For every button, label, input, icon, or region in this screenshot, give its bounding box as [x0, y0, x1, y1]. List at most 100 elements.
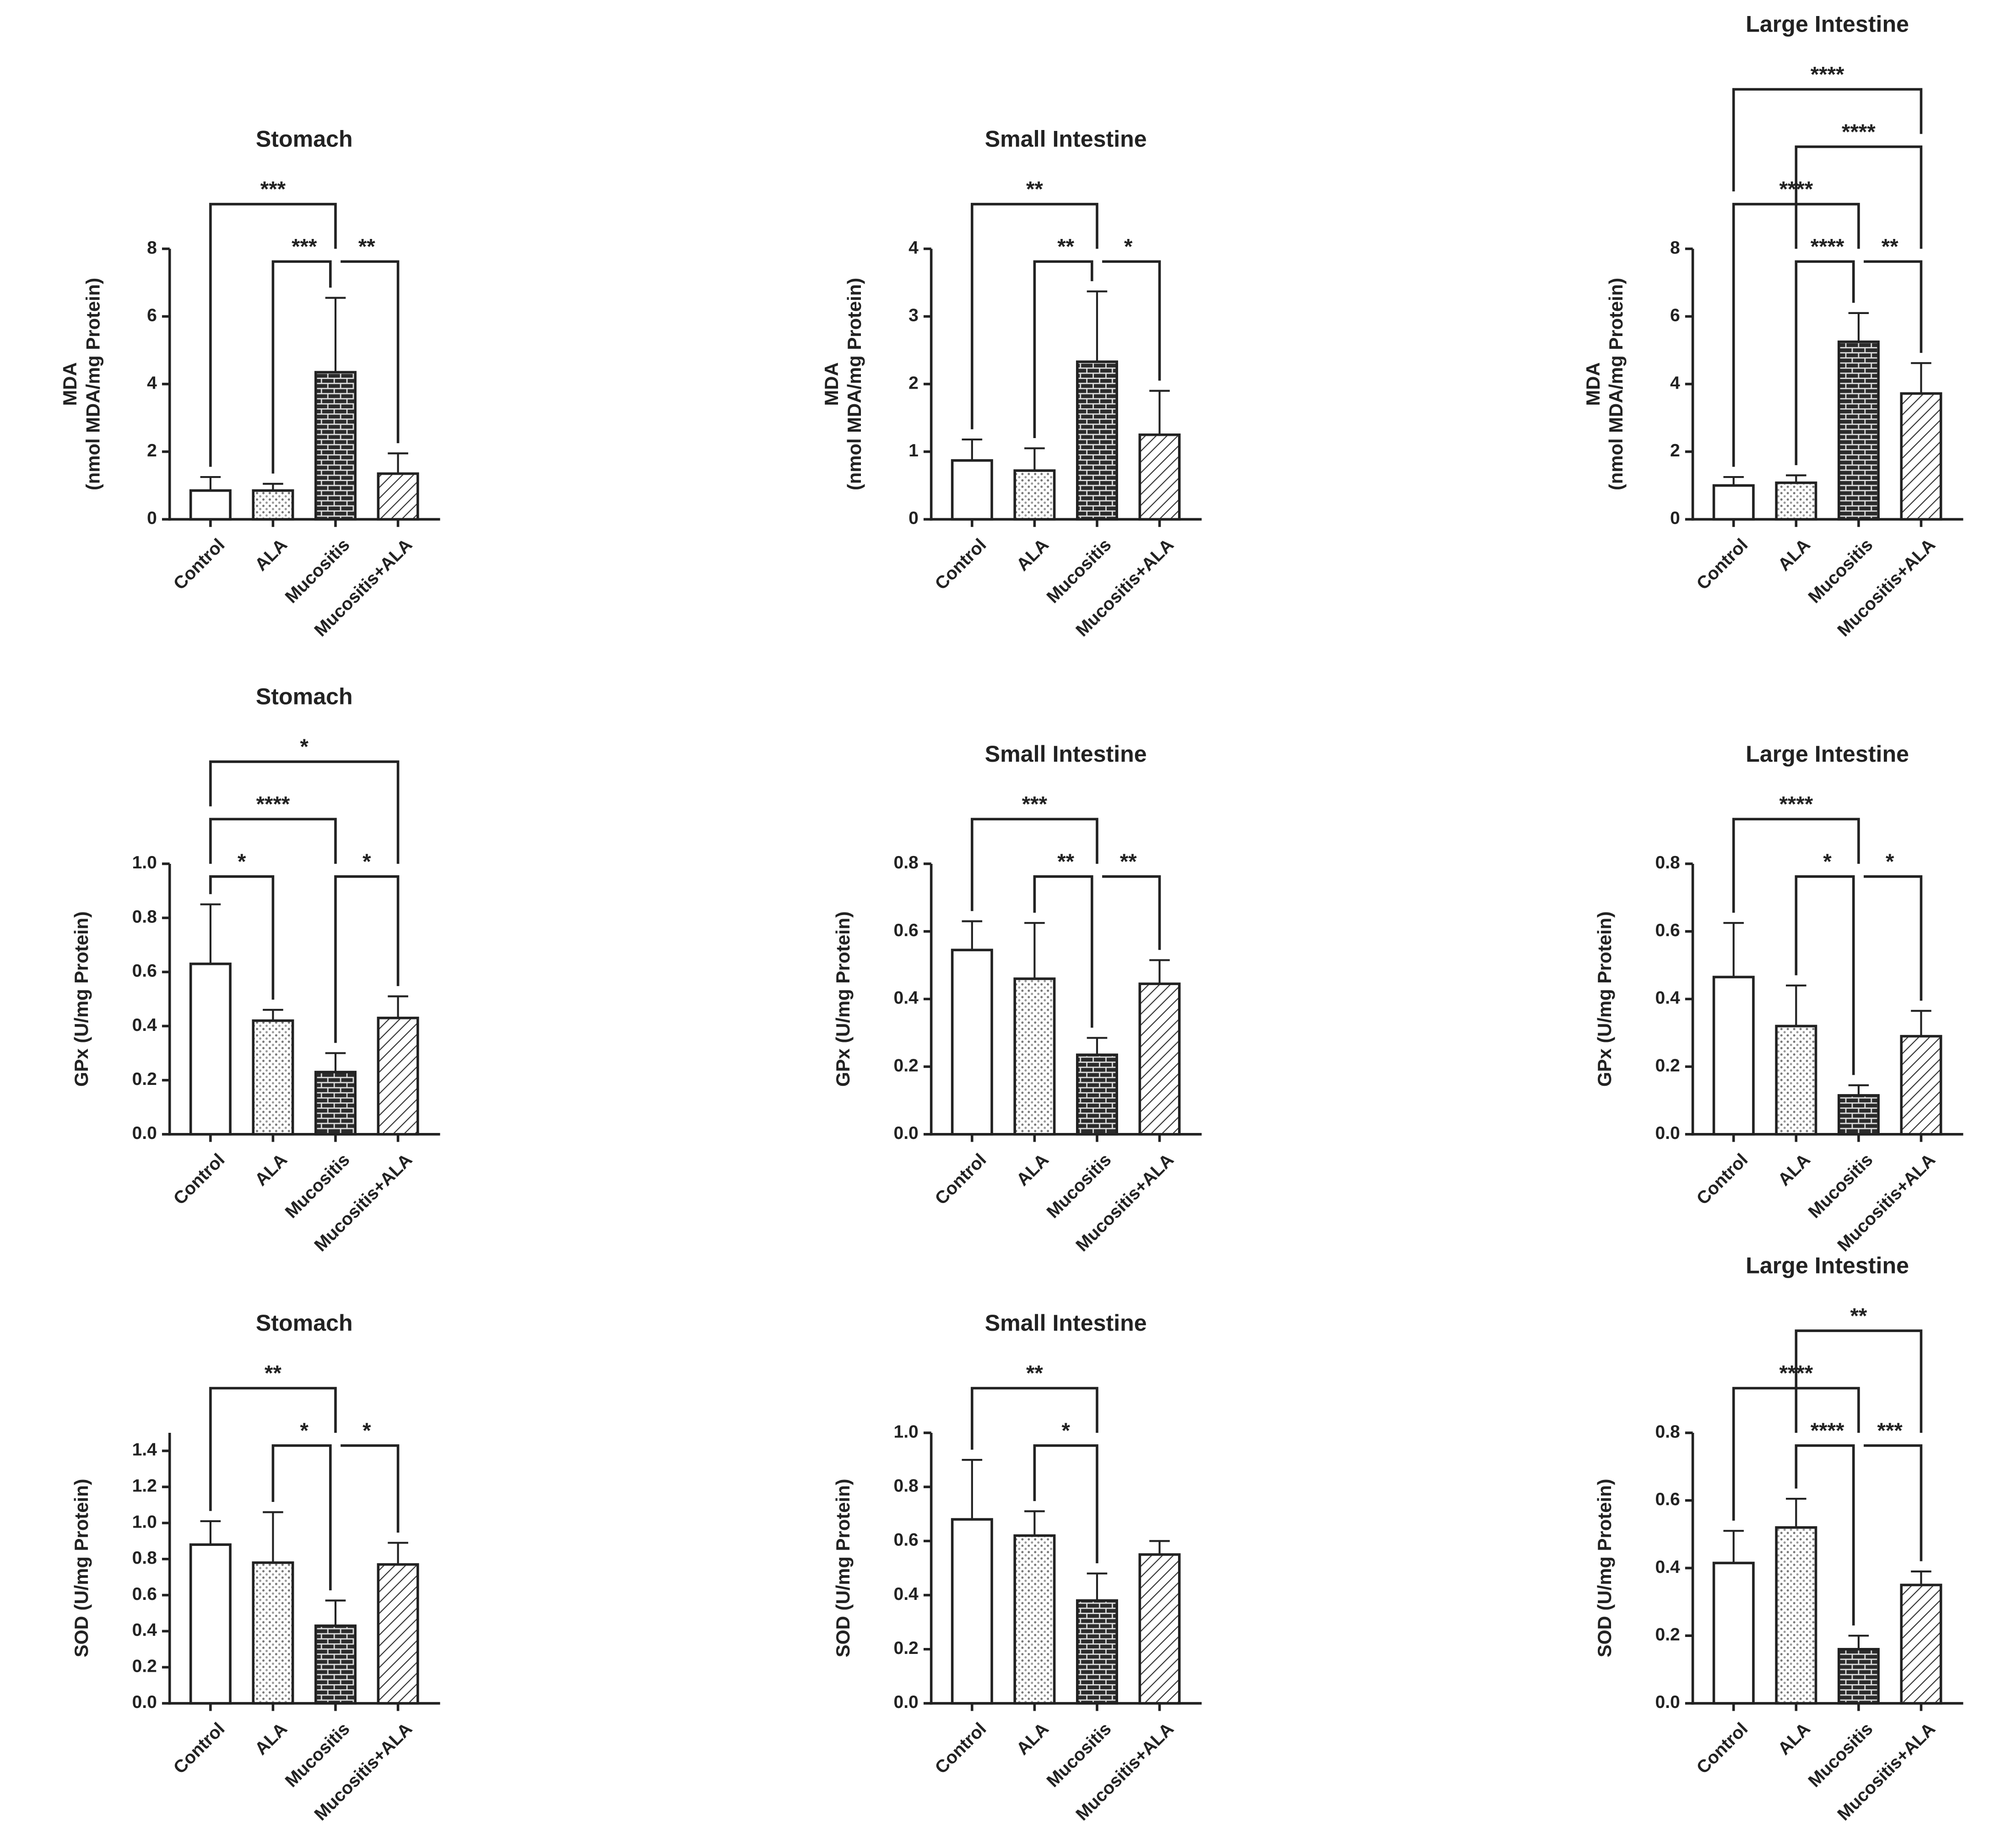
significance-bracket [1795, 260, 1855, 466]
significance-bracket [1732, 818, 1860, 913]
y-tick-label: 0 [1670, 509, 1680, 528]
x-tick-label: ALA [251, 1150, 291, 1190]
significance-label: ** [265, 1361, 281, 1386]
y-tick-label: 0.8 [132, 1548, 157, 1568]
bar [377, 1563, 419, 1705]
bar [1138, 433, 1181, 521]
bar [314, 371, 357, 521]
x-tick-label: Control [1693, 1719, 1752, 1778]
chart-panel: 0.0 0.2 0.4 0.6 0.8 SOD (U/mg Protein) Control… [1594, 1253, 1963, 1825]
bar [1900, 392, 1942, 521]
significance-bracket [1033, 1444, 1098, 1563]
significance-bracket [1795, 1329, 1923, 1433]
bar [1013, 1534, 1056, 1705]
chart-title: Large Intestine [1746, 1253, 1909, 1279]
significance-bracket [1033, 260, 1093, 439]
y-tick-label: 0.2 [132, 1069, 157, 1089]
bar [1076, 1053, 1118, 1136]
bar [1900, 1035, 1942, 1136]
y-tick-label: 0.8 [1655, 1422, 1680, 1442]
chart-title: Stomach [256, 1310, 353, 1336]
y-tick-label: 0.6 [1655, 1490, 1680, 1509]
y-tick-label: 0.4 [132, 1015, 157, 1035]
bar [1076, 1599, 1118, 1705]
bar [951, 948, 993, 1136]
significance-bracket [971, 818, 1098, 911]
y-tick-label: 0.8 [894, 853, 919, 873]
bar [189, 962, 232, 1136]
y-tick-label: 0.6 [1655, 921, 1680, 940]
significance-label: * [1823, 850, 1832, 874]
bar [1775, 1024, 1817, 1136]
y-tick-label: 0.2 [132, 1656, 157, 1676]
bar [1900, 1583, 1942, 1705]
y-tick-label: 4 [147, 373, 157, 393]
significance-bracket [271, 260, 332, 474]
y-tick-label: 0.8 [132, 907, 157, 927]
y-tick-label: 0.6 [132, 1584, 157, 1604]
significance-bracket [209, 875, 275, 1000]
y-tick-label: 1.2 [132, 1476, 157, 1496]
y-tick-label: 0.4 [132, 1620, 157, 1640]
y-tick-label: 0.2 [1655, 1625, 1680, 1645]
bar [1712, 484, 1755, 521]
y-tick-label: 0.4 [1655, 1557, 1680, 1577]
bar [252, 1561, 294, 1705]
y-tick-label: 0.4 [894, 988, 919, 1008]
significance-label: *** [1022, 792, 1048, 817]
chart-title: Stomach [256, 126, 353, 152]
significance-label: * [1061, 1419, 1070, 1443]
y-tick-label: 0.0 [894, 1123, 919, 1143]
significance-label: ** [1850, 1304, 1867, 1328]
significance-label: **** [1811, 235, 1844, 259]
bar [1712, 1561, 1755, 1705]
significance-label: * [1886, 850, 1894, 874]
y-axis-label: GPx (U/mg Protein) [70, 911, 92, 1087]
significance-label: * [238, 850, 246, 874]
significance-label: *** [1877, 1419, 1903, 1443]
chart-title: Large Intestine [1746, 11, 1909, 37]
y-axis-label: SOD (U/mg Protein) [1594, 1479, 1615, 1657]
x-tick-label: Control [170, 535, 228, 594]
bar [377, 1016, 419, 1136]
significance-bracket [1732, 88, 1923, 192]
significance-bracket [1795, 875, 1855, 1075]
y-tick-label: 2 [1670, 441, 1680, 461]
y-axis-label: (nmol MDA/mg Protein) [82, 278, 103, 490]
bar [252, 489, 294, 521]
y-tick-label: 0.2 [1655, 1056, 1680, 1075]
bar [1775, 1526, 1817, 1705]
significance-label: **** [256, 792, 290, 817]
y-tick-label: 0 [908, 509, 919, 528]
bar [1013, 469, 1056, 521]
chart-title: Small Intestine [985, 1310, 1147, 1336]
y-axis-label: (nmol MDA/mg Protein) [1605, 278, 1627, 490]
y-tick-label: 0 [147, 509, 157, 528]
bar [1837, 1647, 1880, 1705]
y-tick-label: 0.0 [1655, 1692, 1680, 1712]
significance-bracket [341, 260, 400, 444]
significance-bracket [1864, 875, 1923, 1001]
significance-label: ** [1057, 850, 1074, 874]
y-axis-label: MDA [821, 362, 842, 406]
x-tick-label: Control [1693, 535, 1752, 594]
y-tick-label: 4 [908, 238, 919, 258]
y-tick-label: 0.6 [132, 961, 157, 981]
x-tick-label: Control [1693, 1150, 1752, 1209]
bar [1138, 982, 1181, 1136]
significance-bracket [1102, 260, 1161, 381]
y-tick-label: 0.8 [894, 1476, 919, 1496]
significance-bracket [1033, 875, 1093, 1028]
y-axis-label: SOD (U/mg Protein) [832, 1479, 854, 1657]
significance-bracket [209, 760, 400, 864]
y-tick-label: 3 [908, 306, 919, 325]
y-tick-label: 6 [1670, 306, 1680, 325]
y-axis-label: MDA [1582, 362, 1604, 406]
significance-bracket [1795, 145, 1923, 249]
bar [377, 472, 419, 521]
chart-panel: 0.0 0.2 0.4 0.6 0.8 GPx (U/mg Protein) Control… [832, 741, 1202, 1255]
chart-title: Large Intestine [1746, 741, 1909, 767]
